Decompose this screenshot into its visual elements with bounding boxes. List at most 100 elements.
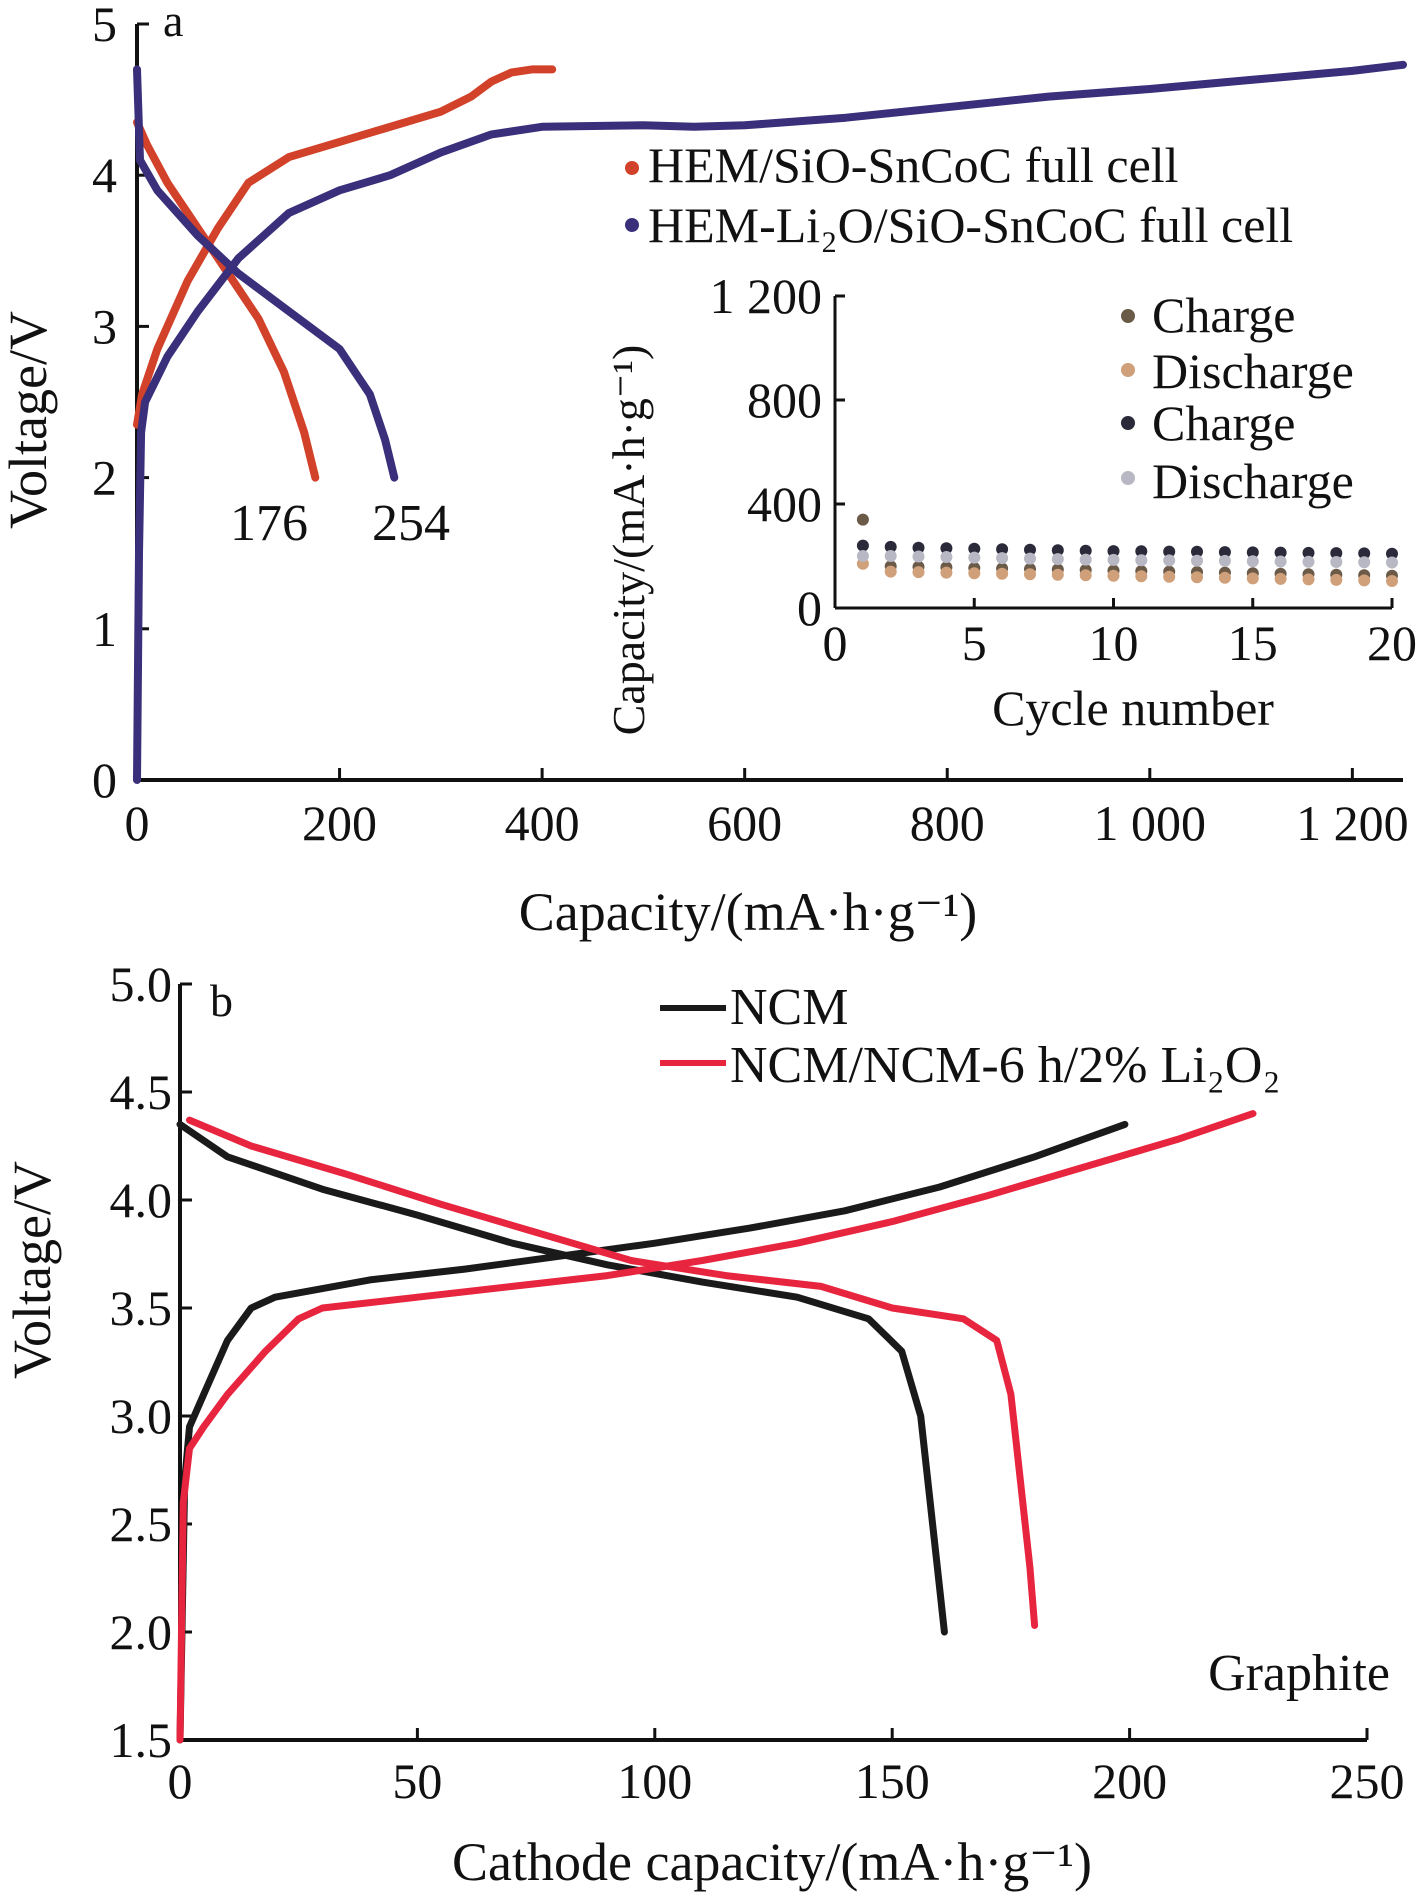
inset-point-discharge-2 bbox=[1051, 553, 1064, 566]
y-tick-label-b: 2.5 bbox=[110, 1496, 173, 1552]
inset-x-tick-label: 20 bbox=[1367, 615, 1417, 671]
series-red-discharge-line bbox=[133, 118, 320, 482]
inset-point-discharge-2 bbox=[968, 551, 981, 564]
inset-legend-marker-discharge-1 bbox=[1121, 363, 1135, 377]
x-tick-label-b: 50 bbox=[392, 1753, 442, 1809]
inset-y-tick-label: 800 bbox=[747, 372, 822, 428]
x-ticks-a: 0 200 400 600 800 1 000 1 200 bbox=[125, 768, 1409, 851]
y-axis-label-b: Voltage/V bbox=[2, 1161, 62, 1379]
y-tick-label-b: 4.0 bbox=[110, 1172, 173, 1228]
inset-point-discharge-1 bbox=[1246, 572, 1259, 585]
inset-y-tick-label: 1 200 bbox=[710, 268, 823, 324]
inset-x-ticks: 0 5 10 15 20 bbox=[823, 598, 1417, 671]
inset-point-charge-2 bbox=[856, 539, 869, 552]
legend-label-li2o2: NCM/NCM-6 h/2% Li₂O₂ bbox=[730, 1037, 1281, 1094]
inset-legend-label-discharge-2: Discharge bbox=[1152, 453, 1354, 509]
inset-point-charge-2 bbox=[1218, 546, 1231, 559]
x-tick-label-b: 150 bbox=[855, 1753, 930, 1809]
annotation-176: 176 bbox=[230, 495, 308, 552]
inset-point-discharge-1 bbox=[1358, 574, 1371, 587]
inset-point-discharge-2 bbox=[1386, 556, 1398, 569]
y-tick-label-b: 4.5 bbox=[110, 1064, 173, 1120]
inset-point-discharge-1 bbox=[1274, 572, 1287, 585]
inset-point-charge-2 bbox=[1107, 545, 1120, 558]
y-tick-label-a: 1 bbox=[92, 601, 117, 657]
x-axis-label-b: Cathode capacity/(mA·h·g⁻¹) bbox=[452, 1832, 1092, 1892]
inset-point-discharge-2 bbox=[1218, 554, 1231, 567]
inset-point-discharge-2 bbox=[856, 550, 869, 562]
inset-point-discharge-1 bbox=[1302, 573, 1315, 586]
x-tick-label-a: 800 bbox=[910, 795, 985, 851]
series-li2o2-discharge-line bbox=[186, 1116, 1039, 1629]
inset-point-charge-2 bbox=[884, 540, 897, 553]
inset-point-discharge-1 bbox=[884, 565, 897, 578]
x-tick-label-a: 600 bbox=[707, 795, 782, 851]
series-ncm-discharge-line bbox=[176, 1120, 948, 1636]
inset-point-charge-2 bbox=[968, 542, 981, 555]
x-tick-label-a: 0 bbox=[125, 795, 150, 851]
inset-point-discharge-1 bbox=[1386, 575, 1398, 587]
inset-point-discharge-2 bbox=[996, 552, 1009, 565]
y-tick-label-b: 3.5 bbox=[110, 1280, 173, 1336]
inset-point-discharge-1 bbox=[1218, 571, 1231, 584]
inset-point-charge-2 bbox=[940, 542, 953, 555]
legend-label-red: HEM/SiO-SnCoC full cell bbox=[648, 137, 1179, 193]
x-tick-label-a: 200 bbox=[302, 795, 377, 851]
inset-point-charge-2 bbox=[996, 543, 1009, 556]
x-tick-label-b: 250 bbox=[1330, 1753, 1405, 1809]
x-tick-label-b: 0 bbox=[168, 1753, 193, 1809]
inset-point-discharge-1 bbox=[1051, 568, 1064, 581]
inset-point-discharge-1 bbox=[940, 566, 953, 579]
inset-point-charge-2 bbox=[1024, 543, 1036, 556]
x-tick-label-b: 200 bbox=[1092, 1753, 1167, 1809]
inset-point-charge-2 bbox=[1079, 544, 1092, 557]
inset-point-charge-2 bbox=[1302, 546, 1315, 559]
y-tick-label-a: 3 bbox=[92, 298, 117, 354]
series-red-charge-line bbox=[133, 65, 557, 429]
x-tick-label-b: 100 bbox=[617, 1753, 692, 1809]
inset-point-discharge-1 bbox=[1107, 569, 1120, 582]
inset-point-discharge-2 bbox=[1163, 554, 1176, 567]
inset-y-ticks: 0 400 800 1 200 bbox=[710, 268, 845, 636]
inset-legend-marker-charge-2 bbox=[1121, 416, 1135, 430]
y-ticks-a: 0 1 2 3 4 5 bbox=[92, 0, 149, 808]
y-tick-label-b: 3.0 bbox=[110, 1388, 173, 1444]
inset-point-discharge-2 bbox=[940, 551, 953, 563]
series-ncm-charge-line bbox=[176, 1120, 1129, 1744]
annotation-254: 254 bbox=[372, 495, 450, 552]
panel-b: b 1.5 2.0 2.5 3.0 3.5 4.0 4.5 5.0 0 50 100 150 200 2… bbox=[2, 956, 1405, 1892]
legend-a: HEM/SiO-SnCoC full cell HEM-Li₂O/SiO-SnC… bbox=[625, 137, 1293, 253]
inset-x-tick-label: 0 bbox=[823, 615, 848, 671]
y-tick-label-b: 1.5 bbox=[110, 1712, 173, 1768]
x-ticks-b: 0 50 100 150 200 250 bbox=[168, 1728, 1405, 1809]
inset-point-discharge-1 bbox=[1191, 571, 1203, 584]
inset-point-discharge-2 bbox=[1358, 556, 1371, 569]
inset-legend-marker-charge-1 bbox=[1121, 309, 1135, 323]
panel-label-a: a bbox=[163, 0, 183, 46]
inset-x-axis-label: Cycle number bbox=[992, 680, 1274, 736]
inset-legend: Charge Discharge Charge Discharge bbox=[1121, 287, 1354, 509]
y-tick-label-b: 2.0 bbox=[110, 1604, 173, 1660]
inset-point-charge-2 bbox=[1358, 547, 1371, 560]
inset-point-discharge-2 bbox=[1135, 554, 1148, 567]
inset-legend-marker-discharge-2 bbox=[1121, 471, 1135, 485]
inset-point-discharge-2 bbox=[1024, 552, 1036, 565]
inset-point-discharge-1 bbox=[968, 567, 981, 580]
legend-marker-red bbox=[625, 161, 639, 175]
y-tick-label-a: 2 bbox=[92, 450, 117, 506]
inset-point-discharge-2 bbox=[1246, 555, 1259, 568]
inset-x-tick-label: 5 bbox=[962, 615, 987, 671]
legend-label-ncm: NCM bbox=[730, 979, 848, 1036]
inset-point-discharge-1 bbox=[996, 567, 1009, 580]
inset-y-axis-label: Capacity/(mA·h·g⁻¹) bbox=[603, 345, 654, 736]
legend-marker-blue bbox=[625, 218, 639, 232]
inset-point-discharge-2 bbox=[1302, 555, 1315, 568]
inset-point-discharge-1 bbox=[1135, 570, 1148, 583]
inset-point-charge-2 bbox=[1386, 547, 1398, 560]
series-lines-b bbox=[176, 1110, 1257, 1744]
y-axis-label-a: Voltage/V bbox=[0, 311, 58, 529]
legend-b: NCM NCM/NCM-6 h/2% Li₂O₂ bbox=[660, 979, 1281, 1094]
inset-point-discharge-1 bbox=[1024, 568, 1036, 581]
